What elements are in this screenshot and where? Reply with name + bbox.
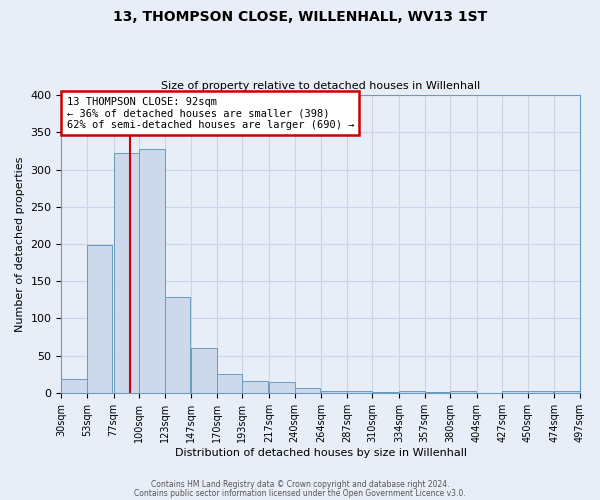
- Title: Size of property relative to detached houses in Willenhall: Size of property relative to detached ho…: [161, 82, 481, 92]
- X-axis label: Distribution of detached houses by size in Willenhall: Distribution of detached houses by size …: [175, 448, 467, 458]
- Bar: [217, 374, 242, 393]
- Bar: [295, 388, 320, 393]
- Bar: [113, 153, 139, 393]
- Text: 13, THOMPSON CLOSE, WILLENHALL, WV13 1ST: 13, THOMPSON CLOSE, WILLENHALL, WV13 1ST: [113, 10, 487, 24]
- Bar: [61, 380, 87, 393]
- Bar: [139, 148, 164, 393]
- Bar: [373, 392, 398, 393]
- Bar: [347, 390, 373, 393]
- Bar: [269, 382, 295, 393]
- Text: 13 THOMPSON CLOSE: 92sqm
← 36% of detached houses are smaller (398)
62% of semi-: 13 THOMPSON CLOSE: 92sqm ← 36% of detach…: [67, 96, 354, 130]
- Bar: [554, 390, 580, 393]
- Bar: [87, 246, 112, 393]
- Y-axis label: Number of detached properties: Number of detached properties: [15, 156, 25, 332]
- Bar: [502, 392, 528, 393]
- Bar: [425, 392, 450, 393]
- Bar: [321, 392, 347, 393]
- Bar: [191, 348, 217, 393]
- Bar: [450, 392, 476, 393]
- Bar: [528, 390, 553, 393]
- Bar: [399, 390, 425, 393]
- Text: Contains HM Land Registry data © Crown copyright and database right 2024.: Contains HM Land Registry data © Crown c…: [151, 480, 449, 489]
- Text: Contains public sector information licensed under the Open Government Licence v3: Contains public sector information licen…: [134, 488, 466, 498]
- Bar: [164, 297, 190, 393]
- Bar: [242, 381, 268, 393]
